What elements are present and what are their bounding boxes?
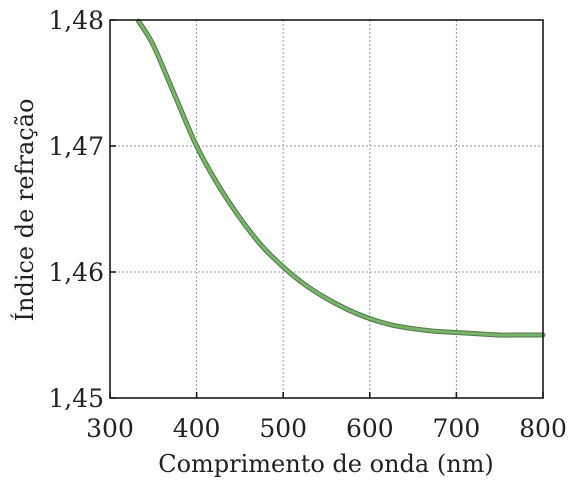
y-axis-title: Índice de refração	[10, 99, 39, 322]
x-tick-label-600: 600	[346, 414, 394, 443]
y-tick-label-3: 1,48	[48, 6, 104, 35]
x-tick-label-400: 400	[173, 414, 221, 443]
series-line-outline-0	[136, 18, 546, 338]
y-tick-label-1: 1,46	[48, 258, 104, 287]
grid-layer	[110, 20, 543, 398]
x-tick-label-300: 300	[86, 414, 134, 443]
x-tick-label-800: 800	[519, 414, 567, 443]
series-line-0	[137, 19, 545, 337]
label-layer: 300 400 500 600 700 800 1,45 1,46 1,47 1,48	[48, 6, 567, 443]
tick-layer	[109, 19, 544, 399]
series-layer	[136, 18, 546, 338]
y-tick-label-2: 1,47	[48, 132, 104, 161]
x-tick-label-500: 500	[259, 414, 307, 443]
plot-frame	[109, 19, 544, 399]
frame-layer	[109, 19, 544, 399]
x-axis-title: Comprimento de onda (nm)	[158, 450, 494, 478]
x-tick-label-700: 700	[433, 414, 481, 443]
y-tick-label-0: 1,45	[48, 384, 104, 413]
